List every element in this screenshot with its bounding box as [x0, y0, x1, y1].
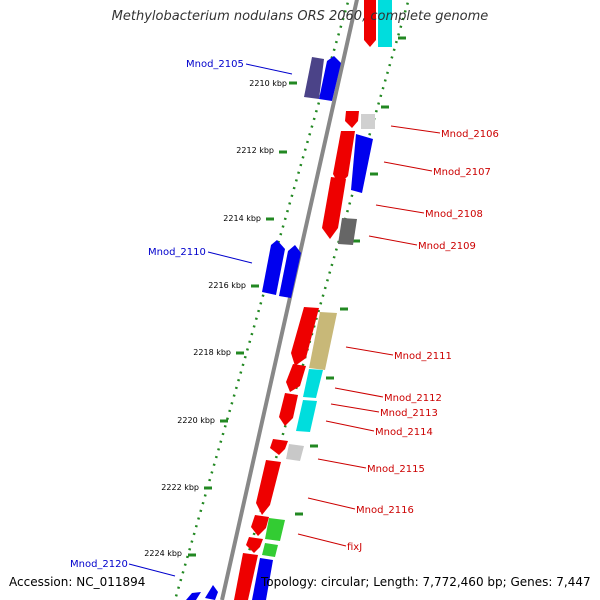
- gene-label-mnod-2114[interactable]: Mnod_2114: [375, 427, 433, 438]
- ruler-ticks: [188, 81, 297, 557]
- gene-block[interactable]: [286, 444, 304, 461]
- gene-block[interactable]: [252, 558, 273, 600]
- connector-mnod-2113: [330, 403, 380, 413]
- reverse-strand-genes: [186, 56, 341, 600]
- gene-arrow[interactable]: [351, 134, 373, 193]
- genome-backbone: [220, 0, 359, 600]
- gene-block[interactable]: [296, 400, 317, 432]
- gene-arrow[interactable]: [205, 585, 218, 600]
- connector-mnod-2112: [334, 387, 384, 398]
- gene-label-fixj[interactable]: fixJ: [347, 542, 362, 553]
- gene-arrow[interactable]: [345, 111, 359, 128]
- gene-block[interactable]: [262, 543, 278, 557]
- ruler-label-2212: 2212 kbp: [236, 146, 274, 155]
- gene-arrow[interactable]: [291, 307, 319, 366]
- gene-arrow[interactable]: [246, 537, 263, 553]
- connector-mnod-2120: [128, 563, 176, 577]
- gene-arrow[interactable]: [319, 56, 341, 101]
- connector-fixj: [297, 533, 347, 547]
- connector-mnod-2109: [368, 235, 418, 246]
- ruler-label-2222: 2222 kbp: [161, 483, 199, 492]
- label-connectors: [128, 63, 441, 577]
- gene-arrow[interactable]: [286, 364, 306, 392]
- gene-block[interactable]: [309, 312, 337, 370]
- gene-arrow[interactable]: [279, 393, 298, 426]
- connector-mnod-2107: [383, 161, 433, 172]
- gene-label-mnod-2107[interactable]: Mnod_2107: [433, 167, 491, 178]
- connector-mnod-2106: [390, 125, 441, 134]
- gene-label-mnod-2120[interactable]: Mnod_2120: [70, 559, 128, 570]
- gene-label-mnod-2115[interactable]: Mnod_2115: [367, 464, 425, 475]
- connector-mnod-2110: [207, 251, 253, 264]
- right-dotted-track: [233, 0, 410, 600]
- gene-arrow[interactable]: [262, 240, 285, 295]
- ruler-label-2210: 2210 kbp: [249, 79, 287, 88]
- gene-label-mnod-2106[interactable]: Mnod_2106: [441, 129, 499, 140]
- gene-arrow[interactable]: [322, 177, 346, 239]
- gene-label-mnod-2108[interactable]: Mnod_2108: [425, 209, 483, 220]
- gene-label-mnod-2110[interactable]: Mnod_2110: [148, 247, 206, 258]
- genome-title: Methylobacterium nodulans ORS 2060, comp…: [111, 9, 489, 24]
- gene-arrow[interactable]: [279, 245, 301, 298]
- ruler-label-2216: 2216 kbp: [208, 281, 246, 290]
- right-track-ticks: [295, 36, 406, 516]
- connector-mnod-2114: [325, 420, 375, 432]
- gene-block[interactable]: [265, 518, 285, 541]
- connector-mnod-2115: [317, 458, 367, 469]
- gene-arrow[interactable]: [304, 57, 324, 99]
- ruler-label-2224: 2224 kbp: [144, 549, 182, 558]
- gene-block[interactable]: [338, 218, 357, 245]
- ruler-label-2214: 2214 kbp: [223, 214, 261, 223]
- gene-label-mnod-2112[interactable]: Mnod_2112: [384, 393, 442, 404]
- gene-arrow[interactable]: [234, 553, 258, 600]
- gene-label-mnod-2111[interactable]: Mnod_2111: [394, 351, 452, 362]
- gene-arrow[interactable]: [186, 592, 201, 600]
- ruler-label-2218: 2218 kbp: [193, 348, 231, 357]
- gene-block[interactable]: [361, 114, 375, 129]
- accession-text: Accession: NC_011894: [9, 575, 146, 589]
- gene-arrow[interactable]: [333, 131, 355, 185]
- connector-mnod-2105: [245, 63, 293, 75]
- gene-label-mnod-2109[interactable]: Mnod_2109: [418, 241, 476, 252]
- gene-block[interactable]: [378, 0, 392, 47]
- gene-block[interactable]: [303, 369, 323, 398]
- gene-arrow[interactable]: [251, 515, 269, 536]
- connector-mnod-2111: [345, 346, 394, 356]
- connector-mnod-2108: [375, 204, 425, 214]
- ruler-label-2220: 2220 kbp: [177, 416, 215, 425]
- connector-mnod-2116: [307, 497, 356, 510]
- gene-arrow[interactable]: [364, 0, 376, 47]
- gene-arrow[interactable]: [256, 460, 281, 515]
- forward-strand-genes: [234, 0, 392, 600]
- gene-label-mnod-2116[interactable]: Mnod_2116: [356, 505, 414, 516]
- gene-label-mnod-2105[interactable]: Mnod_2105: [186, 59, 244, 70]
- gene-label-mnod-2113[interactable]: Mnod_2113: [380, 408, 438, 419]
- gene-arrow[interactable]: [270, 439, 288, 455]
- topology-text: Topology: circular; Length: 7,772,460 bp…: [261, 575, 591, 589]
